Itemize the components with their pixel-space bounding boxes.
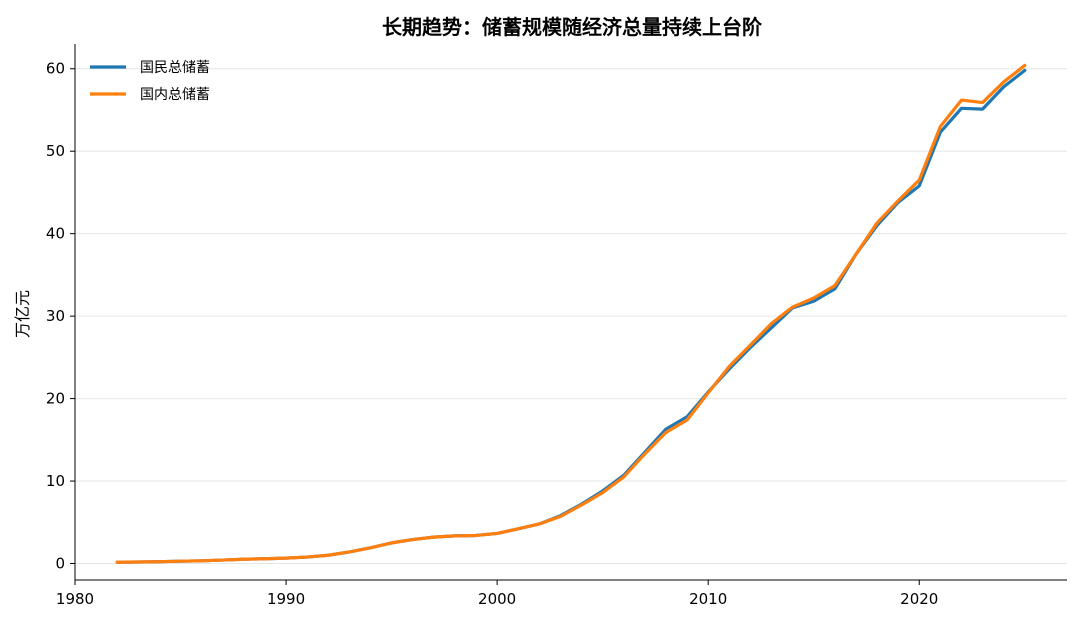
y-axis-label: 万亿元: [13, 290, 32, 338]
y-tick-label: 40: [46, 225, 65, 243]
x-tick-label: 2010: [689, 590, 727, 608]
axes: [70, 44, 1067, 585]
series-line-2: [115, 63, 1027, 564]
series-lines: [115, 63, 1027, 564]
x-tick-label: 1990: [267, 590, 305, 608]
x-tick-label: 2000: [478, 590, 516, 608]
legend-label-2: 国内总储蓄: [140, 87, 210, 103]
x-tick-label: 2020: [900, 590, 938, 608]
x-tick-label: 1980: [56, 590, 94, 608]
tick-labels: 0 10 20 30 40 50 60 1980 1990 2000 2010 2020: [46, 60, 938, 608]
chart-title: 长期趋势：储蓄规模随经济总量持续上台阶: [382, 15, 763, 39]
y-tick-label: 50: [46, 142, 65, 160]
legend-label-1: 国民总储蓄: [140, 60, 210, 76]
y-tick-label: 20: [46, 390, 65, 408]
y-tick-label: 60: [46, 60, 65, 78]
y-tick-label: 30: [46, 307, 65, 325]
y-tick-label: 10: [46, 472, 65, 490]
y-tick-label: 0: [55, 555, 65, 573]
gridlines: [75, 68, 1067, 565]
